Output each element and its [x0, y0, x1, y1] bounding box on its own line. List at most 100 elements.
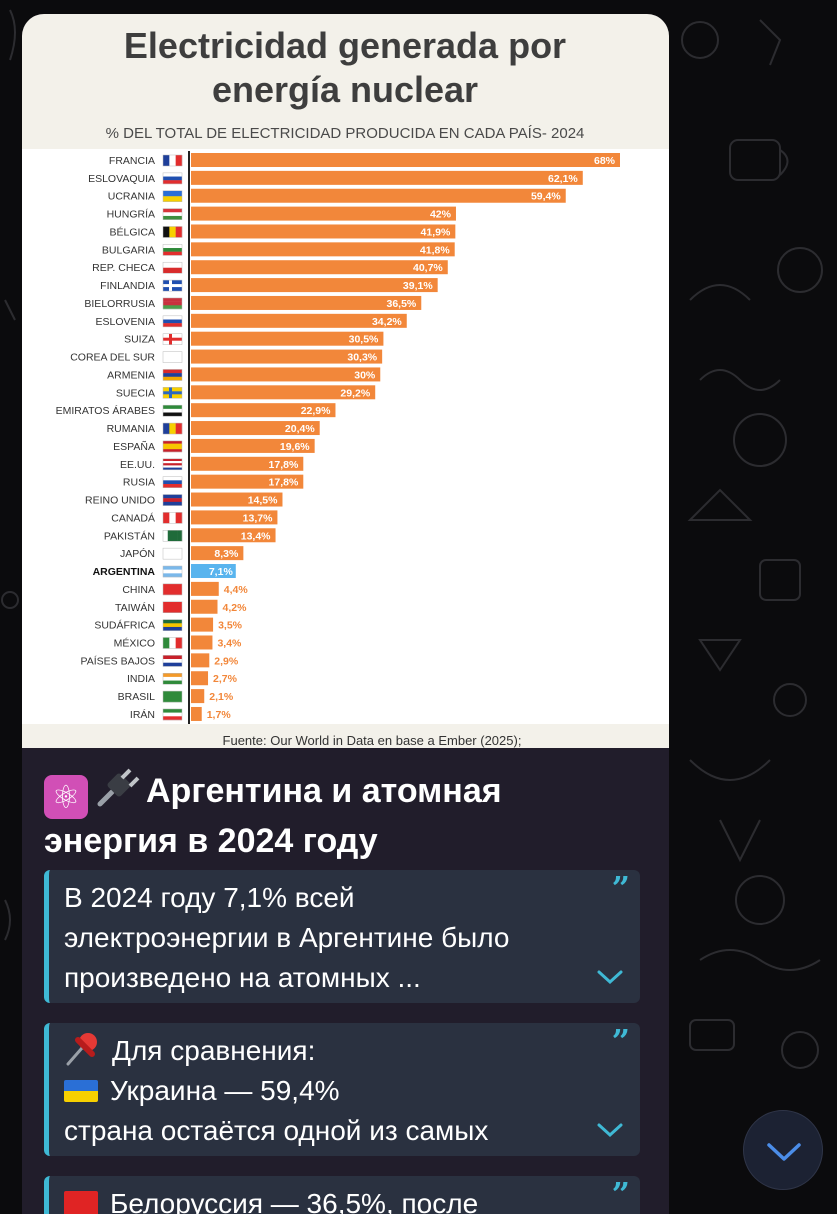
category-label: ARGENTINA	[93, 566, 156, 578]
chart-title-line2: energía nuclear	[212, 69, 478, 110]
flag-icon	[162, 351, 183, 363]
bar	[191, 456, 304, 471]
bar	[191, 153, 620, 167]
quote-1-line-1: В 2024 году 7,1% всей	[64, 882, 355, 913]
flag-icon	[162, 565, 183, 578]
value-label: 22,9%	[301, 405, 331, 417]
value-label: 3,4%	[217, 637, 242, 649]
bar	[191, 510, 278, 525]
value-label: 2,9%	[214, 655, 239, 667]
flag-icon	[162, 530, 183, 542]
bar	[191, 224, 456, 239]
value-label: 30,3%	[347, 352, 377, 364]
category-label: RUMANIA	[107, 423, 155, 435]
value-label: 7,1%	[209, 566, 234, 578]
bar	[191, 313, 407, 328]
value-label: 41,9%	[421, 226, 451, 238]
category-label: MÉXICO	[114, 636, 155, 649]
value-label: 8,3%	[214, 548, 239, 560]
category-label: FRANCIA	[109, 155, 155, 167]
category-label: CHINA	[122, 584, 155, 596]
flag-icon	[162, 369, 183, 381]
flag-icon	[162, 261, 183, 274]
bar	[191, 492, 283, 507]
bar	[191, 671, 209, 686]
category-label: EMIRATOS ÁRABES	[56, 404, 155, 417]
quote-block-1[interactable]: ” В 2024 году 7,1% всей электроэнергии в…	[44, 870, 640, 1003]
flag-icon	[162, 404, 183, 417]
category-label: JAPÓN	[120, 547, 155, 560]
value-label: 20,4%	[285, 423, 315, 435]
value-label: 19,6%	[280, 441, 310, 453]
bar	[191, 260, 448, 275]
flag-icon	[162, 279, 183, 292]
scroll-to-bottom-button[interactable]	[743, 1110, 823, 1190]
category-label: REINO UNIDO	[85, 495, 155, 507]
category-label: SUIZA	[124, 334, 155, 346]
category-label: UCRANIA	[108, 191, 155, 203]
flag-icon	[162, 690, 183, 703]
value-label: 13,4%	[241, 530, 271, 542]
category-label: SUDÁFRICA	[94, 619, 155, 632]
flag-icon	[162, 154, 183, 167]
category-label: BÉLGICA	[109, 225, 155, 238]
flag-icon	[162, 619, 183, 631]
chevron-down-icon[interactable]	[596, 1121, 624, 1139]
category-label: IRÁN	[130, 708, 155, 721]
chart-image[interactable]: Electricidad generada por energía nuclea…	[22, 14, 669, 748]
bar	[191, 564, 236, 579]
quote-2-line-2: Украина — 59,4%	[64, 1071, 600, 1111]
flag-icon	[162, 672, 183, 685]
bar	[191, 474, 304, 489]
plug-icon	[97, 768, 140, 807]
chart-title-line1: Electricidad generada por	[124, 25, 566, 66]
bar	[191, 188, 566, 203]
category-label: ESLOVENIA	[95, 316, 155, 328]
flag-icon	[162, 315, 183, 328]
category-label: INDIA	[127, 673, 155, 685]
category-label: FINLANDIA	[100, 280, 155, 292]
flag-icon	[162, 476, 183, 488]
value-label: 2,1%	[209, 691, 234, 703]
bar	[191, 421, 320, 436]
flag-icon	[162, 333, 183, 345]
quote-mark-icon: ”	[611, 1022, 630, 1060]
bar	[191, 617, 214, 632]
flag-icon	[162, 297, 183, 310]
bar	[191, 349, 383, 364]
chevron-down-icon	[767, 1143, 801, 1161]
value-label: 62,1%	[548, 173, 578, 185]
flag-icon	[162, 244, 183, 256]
value-label: 29,2%	[340, 387, 370, 399]
message-title: ⚛ Аргентина и атомная энергия в 2024 году	[44, 766, 644, 863]
pushpin-icon	[66, 1033, 97, 1066]
value-label: 1,7%	[207, 709, 232, 721]
category-label: RUSIA	[123, 477, 155, 489]
value-label: 41,8%	[420, 244, 450, 256]
flag-icon	[162, 190, 183, 202]
quote-2-line-3: страна остаётся одной из самых	[64, 1115, 489, 1146]
chevron-down-icon[interactable]	[596, 968, 624, 986]
value-label: 68%	[594, 155, 616, 167]
quote-2-line-1: Для сравнения:	[64, 1031, 600, 1071]
quote-3-line-1: Белоруссия — 36,5%, после	[64, 1184, 600, 1214]
category-label: PAÍSES BAJOS	[81, 654, 156, 667]
flag-icon	[162, 512, 183, 524]
flag-icon	[162, 583, 183, 596]
category-label: CANADÁ	[111, 511, 155, 524]
flag-icon	[162, 494, 183, 506]
flag-icon	[162, 208, 183, 220]
quote-mark-icon: ”	[611, 869, 630, 907]
flag-icon	[162, 422, 183, 435]
value-label: 14,5%	[248, 495, 278, 507]
category-label: BULGARIA	[102, 244, 155, 256]
bar	[191, 581, 219, 596]
quote-block-2[interactable]: ” Для сравнения: Украина — 59,4% страна …	[44, 1023, 640, 1156]
quote-block-3[interactable]: ” Белоруссия — 36,5%, после	[44, 1176, 640, 1214]
flag-icon	[162, 440, 183, 453]
value-label: 36,5%	[386, 298, 416, 310]
value-label: 59,4%	[531, 191, 561, 203]
bar	[191, 706, 202, 721]
flag-icon	[162, 637, 183, 649]
